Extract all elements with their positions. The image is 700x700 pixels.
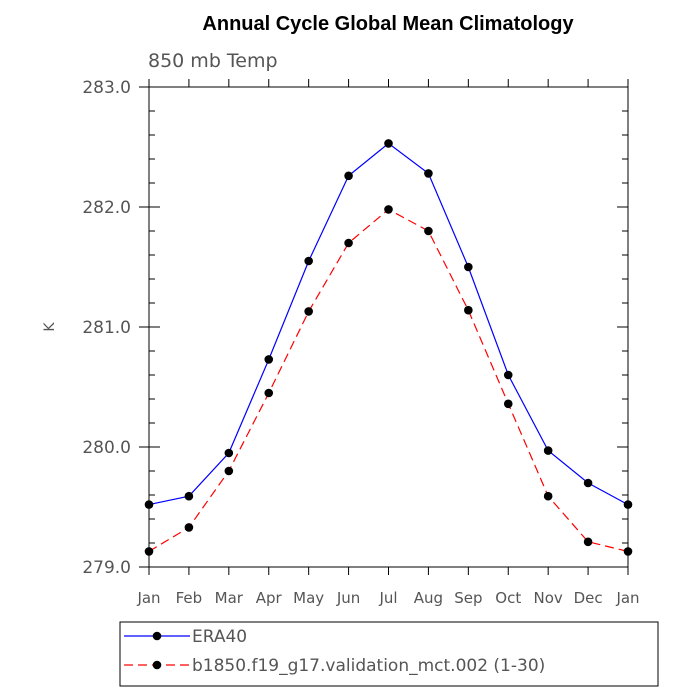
x-tick-label: Sep bbox=[454, 589, 482, 607]
series-0-point bbox=[424, 169, 433, 178]
x-tick-label: May bbox=[293, 589, 324, 607]
series-1-point bbox=[424, 226, 433, 236]
legend-label-0: ERA40 bbox=[192, 627, 247, 647]
legend-label-1: b1850.f19_g17.validation_mct.002 (1-30) bbox=[192, 656, 545, 676]
series-1-point bbox=[264, 388, 274, 398]
series-line-1 bbox=[148, 208, 629, 552]
series-line-0 bbox=[148, 142, 629, 506]
x-ticks: Jan Feb Mar Apr May Jun Jul Aug Sep Oct Nov Dec Jan bbox=[136, 79, 640, 607]
y-tick-label: 282.0 bbox=[82, 198, 131, 218]
legend-marker-1 bbox=[152, 660, 162, 670]
series-0-point bbox=[384, 139, 393, 148]
y-tick-label: 283.0 bbox=[82, 78, 131, 98]
series-1-point bbox=[304, 307, 313, 316]
chart-subtitle: 850 mb Temp bbox=[148, 50, 278, 72]
y-tick-label: 279.0 bbox=[82, 558, 131, 578]
y-ticks: 279.0 280.0 281.0 282.0 283.0 bbox=[82, 78, 628, 578]
x-tick-label: Mar bbox=[215, 589, 244, 607]
series-1-point bbox=[144, 547, 154, 556]
series-0-point bbox=[264, 355, 274, 364]
chart-title: Annual Cycle Global Mean Climatology bbox=[202, 13, 574, 35]
series-0-point bbox=[503, 370, 513, 380]
x-tick-label: Dec bbox=[574, 589, 603, 607]
series-0-point bbox=[304, 256, 313, 266]
plot-frame bbox=[148, 86, 629, 568]
x-tick-label: Nov bbox=[534, 589, 563, 607]
x-tick-label: Aug bbox=[414, 589, 443, 607]
x-tick-label: Apr bbox=[256, 589, 283, 607]
x-tick-label: Jan bbox=[136, 589, 160, 607]
y-axis-label: K bbox=[42, 322, 58, 332]
x-tick-label: Oct bbox=[495, 589, 521, 607]
series-0-point bbox=[543, 446, 553, 455]
series-1-point bbox=[623, 547, 633, 556]
series-1-point bbox=[344, 238, 353, 248]
series-0-point bbox=[464, 262, 473, 272]
series-1-point bbox=[384, 205, 393, 214]
legend-box bbox=[119, 621, 659, 687]
legend-marker-0 bbox=[152, 631, 162, 641]
series-1-point bbox=[184, 523, 194, 532]
series-1-point bbox=[464, 305, 473, 315]
series-0-point bbox=[623, 500, 633, 509]
x-tick-label: Feb bbox=[176, 589, 203, 607]
series-0-point bbox=[224, 448, 234, 458]
series-0-point bbox=[184, 491, 194, 501]
series-layer bbox=[144, 139, 633, 556]
x-tick-label: Jan bbox=[615, 589, 639, 607]
series-0-point bbox=[583, 478, 593, 488]
series-1-point bbox=[503, 399, 513, 409]
series-0-point bbox=[144, 500, 154, 509]
y-tick-label: 281.0 bbox=[82, 318, 131, 338]
series-1-point bbox=[543, 491, 553, 501]
series-1-point bbox=[224, 466, 234, 476]
x-tick-label: Jun bbox=[336, 589, 360, 607]
legend: ERA40 b1850.f19_g17.validation_mct.002 (1… bbox=[119, 621, 659, 687]
series-0-point bbox=[344, 171, 353, 181]
series-1-point bbox=[583, 537, 593, 547]
y-tick-label: 280.0 bbox=[82, 438, 131, 458]
x-tick-label: Jul bbox=[378, 589, 397, 607]
